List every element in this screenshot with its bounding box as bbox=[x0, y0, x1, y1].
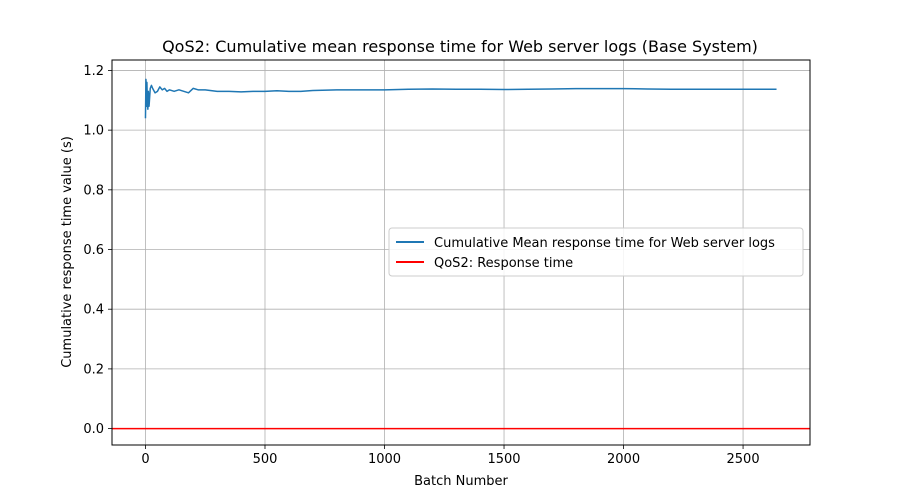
x-tick-label: 2500 bbox=[727, 452, 760, 467]
x-tick-label: 500 bbox=[253, 452, 278, 467]
y-tick-label: 0.6 bbox=[83, 243, 104, 258]
y-axis-label: Cumulative response time value (s) bbox=[60, 136, 75, 368]
y-tick-label: 0.0 bbox=[83, 422, 104, 437]
legend-label-qos2-response-time: QoS2: Response time bbox=[434, 256, 573, 271]
x-axis-label: Batch Number bbox=[414, 474, 508, 489]
x-tick-label: 0 bbox=[141, 452, 149, 467]
y-tick-label: 0.2 bbox=[83, 362, 104, 377]
legend-label-cumulative-mean: Cumulative Mean response time for Web se… bbox=[434, 236, 775, 251]
y-tick-label: 1.2 bbox=[83, 64, 104, 79]
x-tick-label: 1000 bbox=[368, 452, 401, 467]
legend-box bbox=[388, 227, 804, 277]
x-axis: 0 500 1000 1500 2000 2500 bbox=[141, 445, 760, 467]
y-tick-label: 0.8 bbox=[83, 183, 104, 198]
y-axis: 0.0 0.2 0.4 0.6 0.8 1.0 1.2 bbox=[83, 64, 112, 437]
series-cumulative-mean-line bbox=[144, 78, 777, 119]
y-tick-label: 1.0 bbox=[83, 124, 104, 139]
x-tick-label: 1500 bbox=[487, 452, 520, 467]
legend: Cumulative Mean response time for Web se… bbox=[388, 227, 804, 277]
x-tick-label: 2000 bbox=[607, 452, 640, 467]
plot-frame bbox=[111, 59, 811, 446]
series-layer bbox=[112, 78, 810, 430]
y-tick-label: 0.4 bbox=[83, 303, 104, 318]
chart-title: QoS2: Cumulative mean response time for … bbox=[162, 37, 758, 56]
